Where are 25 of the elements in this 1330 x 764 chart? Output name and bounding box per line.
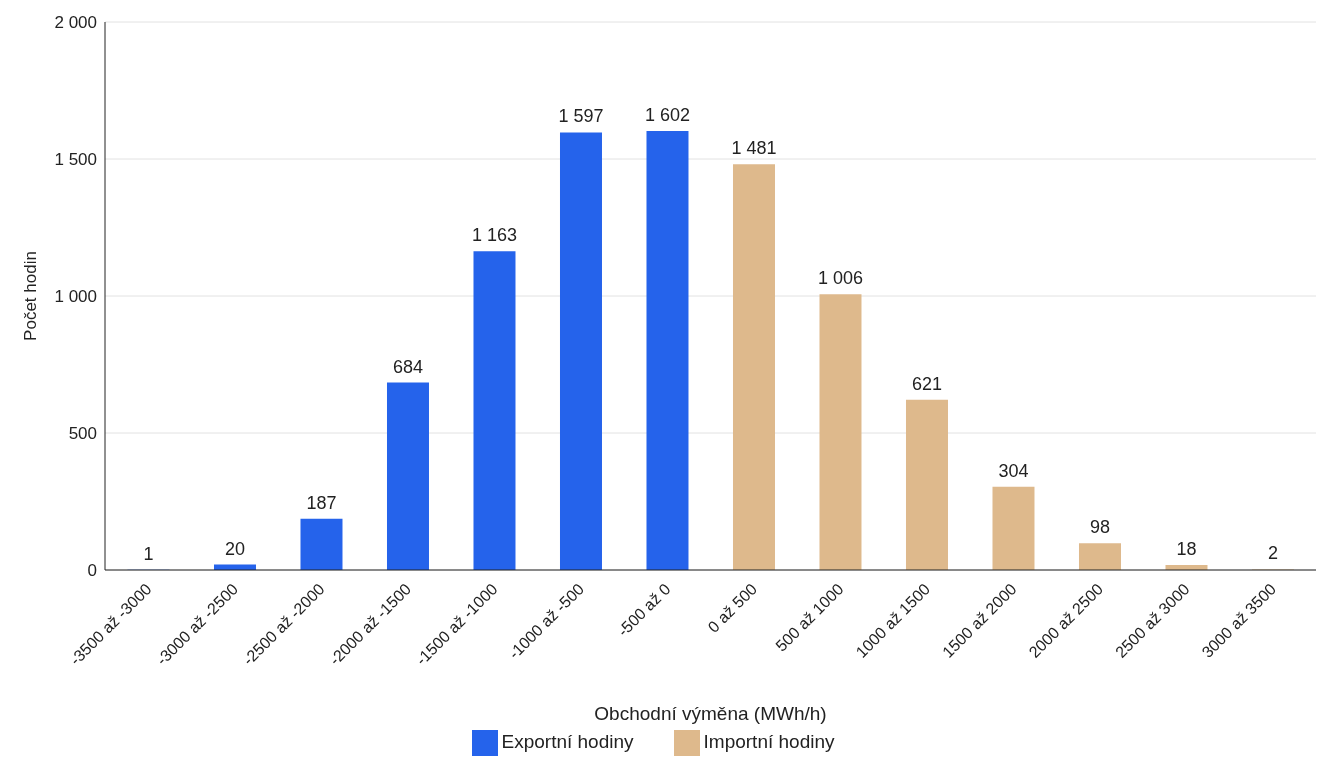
- data-label: 1 163: [471, 225, 518, 246]
- y-tick-label: 0: [87, 561, 97, 581]
- data-label: 1 602: [644, 105, 691, 126]
- y-tick-label: 500: [68, 424, 97, 444]
- data-label: 98: [1089, 517, 1111, 538]
- data-label: 304: [998, 460, 1029, 481]
- data-label: 187: [306, 492, 337, 513]
- legend-label: Importní hodiny: [703, 731, 835, 753]
- data-label: 621: [911, 373, 943, 394]
- data-label: 20: [224, 538, 246, 559]
- legend-label: Exportní hodiny: [501, 731, 634, 753]
- data-label: 18: [1176, 539, 1197, 560]
- y-tick-label: 2 000: [54, 13, 97, 33]
- y-tick-label: 1 500: [54, 150, 97, 170]
- y-tick-label: 1 000: [54, 287, 97, 307]
- x-tick-label: 0 až 500: [704, 580, 761, 636]
- x-axis-title: Obchodní výměna (MWh/h): [594, 703, 827, 724]
- data-label: 1: [143, 543, 154, 564]
- data-label: 1 006: [817, 268, 864, 289]
- data-label: 684: [392, 356, 424, 377]
- y-axis-title: Počet hodin: [21, 251, 41, 341]
- data-label: 1 481: [731, 138, 777, 159]
- x-tick-label: -500 až 0: [614, 580, 674, 640]
- data-label: 2: [1267, 543, 1278, 564]
- data-label: 1 597: [558, 106, 604, 127]
